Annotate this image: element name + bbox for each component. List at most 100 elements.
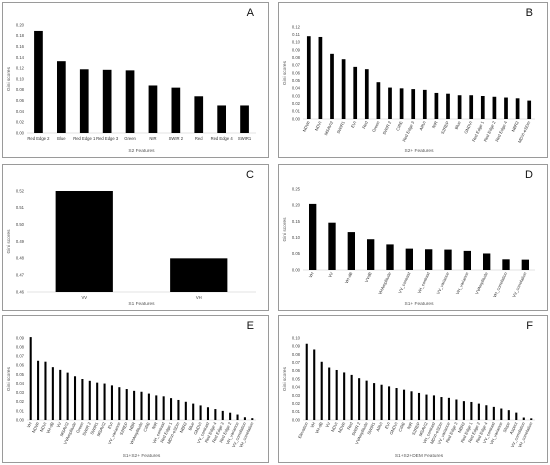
y-tick-label: 0.04 [292, 385, 301, 390]
bar [133, 390, 136, 420]
x-category-label: Red [346, 421, 354, 431]
y-tick-label: 0.12 [16, 66, 25, 71]
x-category-label: Slope [502, 421, 511, 433]
bar [470, 401, 473, 420]
x-category-label: NBR2 [510, 120, 520, 133]
bar [194, 96, 204, 133]
bar [530, 418, 533, 420]
bar [521, 259, 530, 270]
x-category-label: VV_variance [436, 271, 451, 295]
bar [373, 383, 376, 420]
bar [469, 95, 474, 119]
bar [410, 391, 413, 420]
bar [81, 379, 84, 420]
x-category-label: NDVI [314, 120, 323, 131]
bar [79, 69, 89, 133]
y-tick-label: 0.46 [16, 289, 25, 294]
x-category-label: SWIR1 [366, 421, 376, 436]
x-category-label: Elevation [297, 421, 309, 439]
x-category-label: Red [195, 136, 203, 141]
y-tick-label: 0.02 [16, 120, 25, 125]
bar [221, 410, 224, 420]
x-category-label: VH-dB [45, 421, 55, 434]
y-tick-label: 0.06 [16, 98, 25, 103]
chart-svg: 0.00 0.05 0.10 0.15 0.20 0.25 VH VV VH-dB VVdB VHA… [282, 186, 535, 307]
x-category-label: EVI [384, 421, 391, 429]
bar [308, 203, 317, 270]
bar [515, 412, 518, 420]
bar [457, 95, 462, 119]
y-tick-label: 0.10 [292, 235, 301, 240]
x-category-label: ARVI [418, 120, 427, 131]
x-category-label: Red Edge 3 [96, 136, 119, 141]
x-category-label: S2REP [411, 421, 421, 436]
bar [358, 378, 361, 420]
y-tick-label: 0.05 [292, 78, 301, 83]
bar [320, 361, 323, 420]
bar [417, 392, 421, 420]
bar [485, 405, 488, 420]
bar [347, 232, 356, 270]
bar [184, 401, 187, 420]
chart-svg: 0.00 0.01 0.02 0.03 0.04 0.05 0.06 0.07 0.08 0.09… [6, 335, 256, 459]
x-category-label: VV_contrast [397, 271, 412, 295]
y-tick-label: 0.09 [16, 335, 25, 340]
y-tick-label: 0.01 [292, 409, 301, 414]
bar [328, 367, 331, 420]
bar [140, 391, 143, 420]
y-tick-label: 0.50 [16, 222, 25, 227]
bar [504, 97, 508, 119]
y-tick-label: 0.02 [292, 101, 301, 106]
bar [51, 367, 54, 420]
chart-panel-c: 0.46 0.47 0.48 0.49 0.50 0.51 0.52 VV VH Gini sco… [2, 164, 269, 311]
x-axis-label: S1+S2+DEM Features [395, 453, 444, 459]
y-tick-label: 0.02 [16, 399, 25, 404]
x-category-label: CIRE [142, 421, 151, 432]
bar [411, 89, 416, 119]
x-category-label: NDVI [39, 421, 48, 432]
bar [29, 337, 32, 420]
bar [402, 389, 406, 420]
x-category-label: MSAVI2 [323, 120, 334, 136]
bar [56, 61, 66, 133]
x-category-label: NBR2 [179, 421, 189, 434]
y-tick-label: 0.20 [292, 203, 301, 208]
bar [434, 92, 439, 119]
bar [214, 409, 217, 420]
bar [440, 397, 443, 420]
x-category-label: VV [81, 295, 87, 300]
y-tick-label: 0.05 [16, 372, 25, 377]
x-category-label: NDVI [330, 421, 339, 432]
x-category-label: VH_contrast [417, 271, 432, 295]
x-category-label: VH [309, 421, 316, 428]
x-axis-label: S2 Features [128, 148, 155, 154]
x-category-label: Green [124, 136, 136, 141]
bar [37, 360, 40, 420]
x-category-label: SWIR 2 [351, 421, 362, 437]
bar [110, 385, 113, 420]
bar [125, 70, 135, 133]
panel-label: D [525, 169, 533, 181]
bar [148, 85, 158, 133]
bar [102, 69, 112, 133]
bar [251, 418, 254, 420]
chart-panel-f: 0.00 0.01 0.02 0.03 0.04 0.05 0.06 0.07 0.08 0.09… [278, 315, 548, 463]
x-category-label: VH_correlation [492, 271, 509, 299]
bar [365, 380, 368, 420]
y-tick-label: 0.15 [292, 219, 301, 224]
chart-panel-b: 0.00 0.01 0.02 0.03 0.04 0.05 0.06 0.07 0.08 0.09… [278, 2, 548, 158]
y-axis-label: Gini scores [282, 366, 288, 391]
x-category-label: SWIR1 [238, 136, 252, 141]
chart-panel-d: 0.00 0.05 0.10 0.15 0.20 0.25 VH VV VH-dB VVdB VHA… [278, 164, 548, 311]
y-tick-label: 0.04 [16, 381, 25, 386]
y-tick-label: 0.05 [292, 376, 301, 381]
y-tick-label: 0.07 [292, 63, 301, 68]
chart-panel-e: 0.00 0.01 0.02 0.03 0.04 0.05 0.06 0.07 0.08 0.09… [2, 315, 269, 463]
bar [482, 253, 491, 270]
bar [515, 98, 520, 119]
y-tick-label: 0.00 [16, 130, 25, 135]
bar [422, 89, 427, 119]
bar [399, 88, 404, 119]
y-tick-label: 0.08 [292, 55, 301, 60]
y-tick-label: 0.03 [292, 393, 301, 398]
